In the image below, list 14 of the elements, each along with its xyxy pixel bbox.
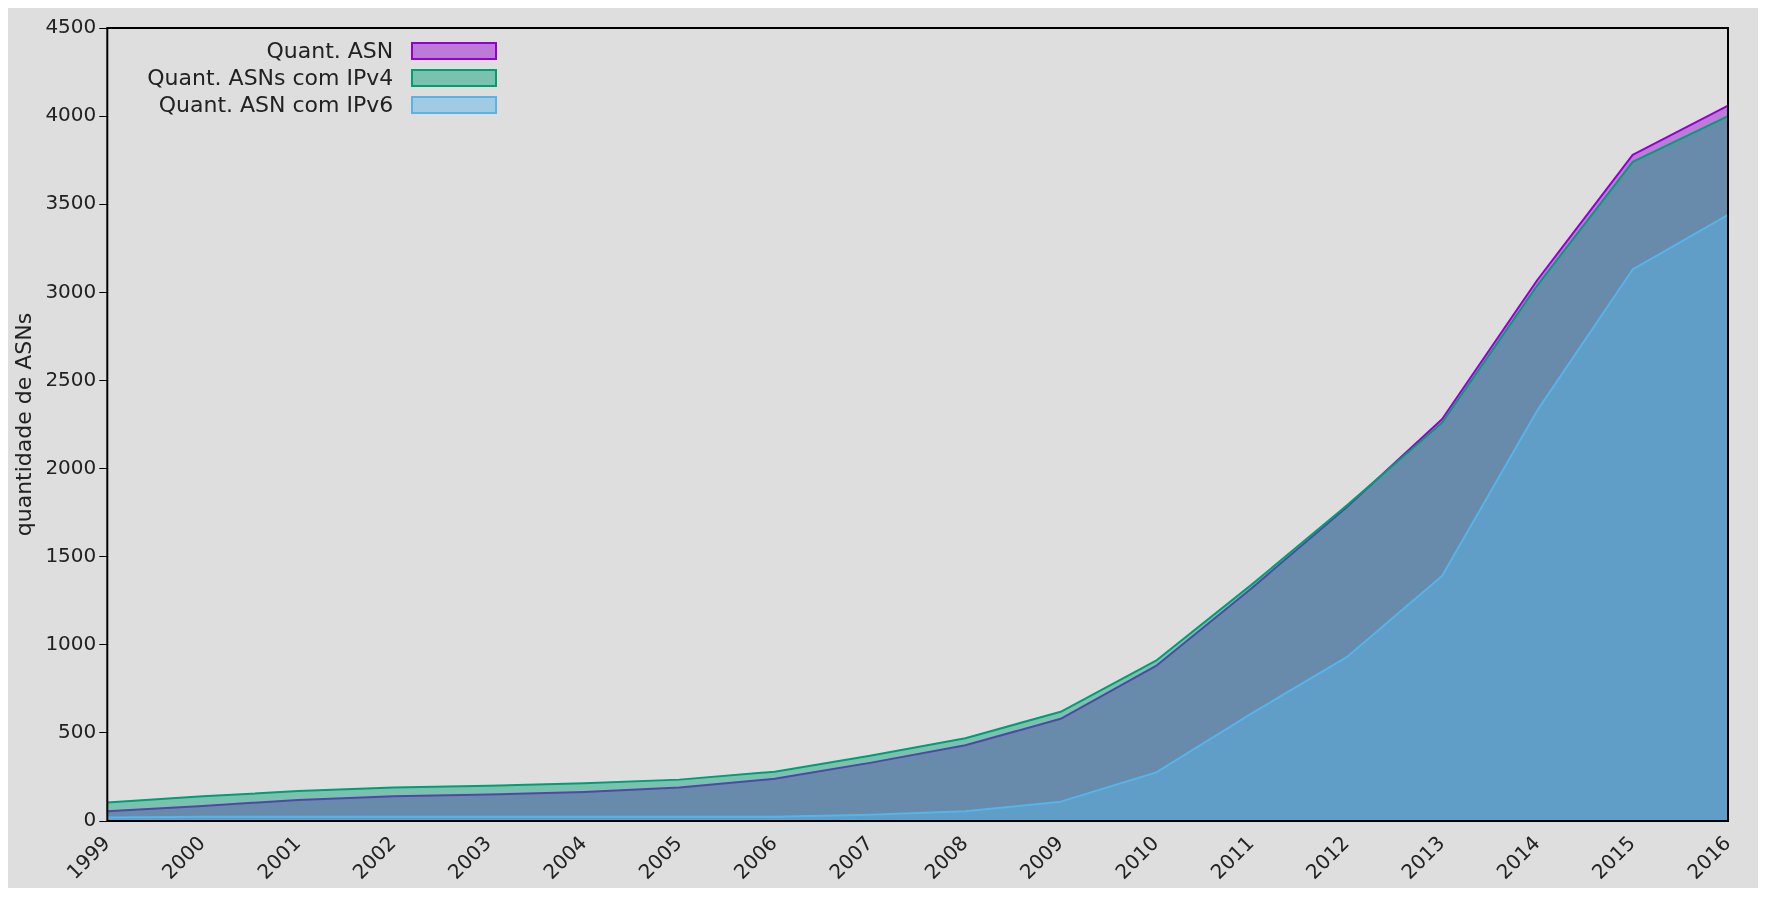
y-tick-label: 2500 bbox=[45, 366, 97, 391]
y-tick-label: 1000 bbox=[45, 631, 97, 656]
y-tick-label: 3000 bbox=[45, 278, 97, 303]
y-axis-title: quantidade de ASNs bbox=[10, 312, 36, 537]
legend-label: Quant. ASN com IPv6 bbox=[158, 92, 394, 117]
y-tick-label: 0 bbox=[83, 807, 97, 832]
legend-label: Quant. ASNs com IPv4 bbox=[147, 65, 394, 90]
y-tick-label: 4000 bbox=[45, 102, 97, 127]
y-tick-label: 4500 bbox=[45, 14, 97, 39]
y-tick-label: 500 bbox=[58, 719, 97, 744]
legend-label: Quant. ASN bbox=[266, 38, 394, 63]
y-tick-label: 1500 bbox=[45, 542, 97, 567]
y-tick-label: 3500 bbox=[45, 190, 97, 215]
y-tick-label: 2000 bbox=[45, 454, 97, 479]
